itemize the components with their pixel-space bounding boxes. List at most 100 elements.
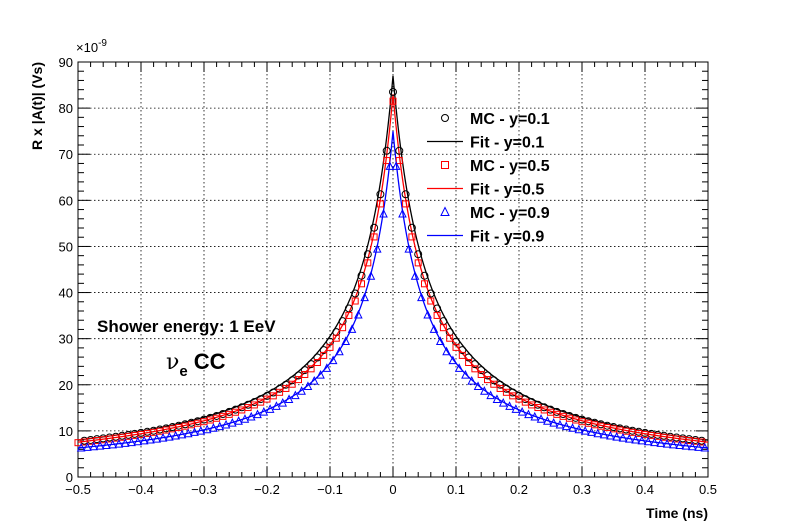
mc-point-triangle	[89, 441, 99, 451]
mc-point-triangle	[517, 406, 527, 416]
x-tick-label: 0	[389, 482, 396, 497]
mc-point-circle	[401, 190, 410, 199]
x-tick-label: 0.5	[699, 482, 717, 497]
mc-point-square	[307, 365, 315, 373]
fit-line-fit-y-0-9	[77, 131, 709, 449]
x-tick-label: 0.2	[510, 482, 528, 497]
mc-point-triangle	[511, 404, 521, 413]
mc-point-triangle	[335, 346, 344, 356]
mc-point-triangle	[656, 438, 666, 447]
x-tick-label: 0.1	[447, 482, 465, 497]
mc-point-triangle	[316, 370, 325, 379]
mc-point-triangle	[297, 386, 306, 395]
x-tick-label: 0.4	[636, 482, 654, 497]
mc-point-triangle	[272, 401, 281, 410]
channel-annotation: νe CC	[166, 349, 226, 380]
mc-point-square	[326, 343, 334, 351]
series-layer	[74, 75, 710, 452]
mc-point-square	[458, 351, 466, 359]
grid	[78, 62, 708, 477]
y-tick-label: 50	[59, 239, 73, 254]
mc-point-triangle	[694, 442, 703, 451]
mc-point-square	[389, 97, 397, 105]
mc-point-triangle	[171, 430, 180, 440]
mc-point-triangle	[152, 433, 162, 443]
mc-point-triangle	[486, 390, 495, 400]
mc-point-triangle	[196, 425, 206, 435]
mc-point-triangle	[190, 427, 199, 436]
mc-point-square	[376, 200, 384, 208]
mc-point-triangle	[360, 292, 369, 302]
mc-point-triangle	[536, 414, 546, 423]
x-tick-label: 0.3	[573, 482, 591, 497]
mc-point-square	[269, 392, 277, 400]
mc-point-square	[496, 384, 504, 392]
mc-point-triangle	[454, 363, 464, 372]
mc-point-circle	[344, 304, 353, 313]
mc-point-triangle	[612, 431, 621, 441]
mc-point-triangle	[568, 423, 577, 432]
mc-point-triangle	[385, 161, 395, 170]
legend-label: MC - y=0.5	[470, 158, 550, 175]
x-tick-label: −0.2	[254, 482, 280, 497]
mc-point-circle	[357, 271, 366, 280]
legend-entry: MC - y=0.9	[440, 205, 550, 222]
mc-point-triangle	[618, 432, 628, 442]
mc-point-triangle	[303, 381, 313, 390]
mc-point-square	[465, 358, 473, 366]
mc-point-triangle	[328, 355, 338, 365]
legend-label: Fit - y=0.5	[470, 182, 544, 199]
legend-square-swatch	[441, 161, 449, 169]
mc-point-triangle	[599, 429, 609, 439]
mc-point-triangle	[177, 429, 187, 439]
mc-point-triangle	[681, 441, 691, 450]
mc-point-triangle	[253, 409, 262, 419]
mc-point-triangle	[593, 428, 603, 438]
legend-entry: Fit - y=0.9	[427, 229, 544, 246]
mc-point-triangle	[448, 355, 458, 365]
mc-point-triangle	[429, 324, 439, 333]
y-tick-label: 20	[59, 378, 73, 393]
mc-point-square	[439, 324, 447, 332]
mc-point-circle	[395, 146, 404, 155]
mc-point-square	[427, 297, 435, 305]
mc-point-circle	[351, 289, 360, 298]
mc-point-triangle	[146, 434, 155, 444]
mc-point-triangle	[76, 442, 86, 452]
mc-point-triangle	[354, 309, 363, 319]
mc-point-square	[313, 358, 321, 366]
mc-point-triangle	[435, 336, 445, 345]
mc-point-triangle	[120, 438, 130, 447]
mc-point-triangle	[555, 419, 565, 429]
mc-point-circle	[370, 223, 379, 232]
mc-point-circle	[426, 289, 435, 298]
x-tick-label: −0.1	[317, 482, 343, 497]
x-axis-title: Time (ns)	[646, 505, 708, 521]
mc-point-square	[490, 380, 498, 388]
mc-point-triangle	[461, 370, 470, 379]
mc-point-square	[358, 280, 365, 288]
y-tick-label: 0	[66, 470, 73, 485]
y-tick-label: 40	[59, 286, 73, 301]
y-axis-title: R x |A(t)| (Vs)	[29, 62, 45, 150]
mc-point-triangle	[341, 336, 351, 345]
mc-point-square	[370, 233, 378, 241]
mc-point-square	[414, 259, 422, 267]
mc-point-triangle	[372, 244, 382, 253]
legend-label: MC - y=0.9	[470, 205, 550, 222]
mc-point-square	[452, 343, 460, 351]
mc-point-triangle	[278, 397, 288, 407]
legend-label: Fit - y=0.1	[470, 135, 544, 152]
mc-point-circle	[376, 190, 385, 199]
legend: MC - y=0.1 Fit - y=0.1 MC - y=0.5 Fit - y=0…	[427, 111, 550, 246]
mc-point-square	[408, 233, 416, 241]
mc-point-square	[484, 376, 491, 384]
mc-point-circle	[414, 250, 423, 259]
legend-entry: Fit - y=0.1	[427, 135, 544, 152]
mc-point-triangle	[675, 440, 684, 450]
mc-point-triangle	[183, 428, 193, 438]
x-tick-label: −0.3	[191, 482, 217, 497]
mc-point-triangle	[366, 271, 376, 280]
fit-line-fit-y-0-5	[77, 94, 709, 443]
